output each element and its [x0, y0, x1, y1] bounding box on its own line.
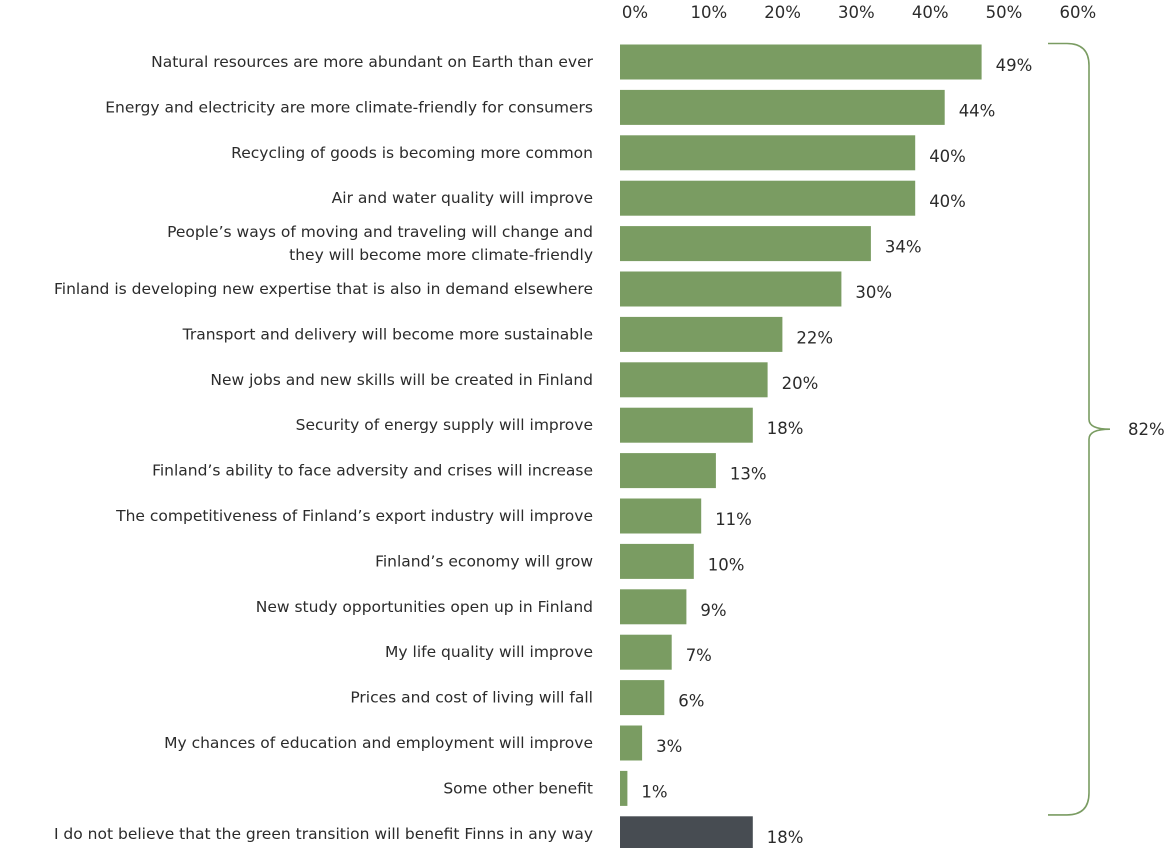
x-axis-ticks: 0% 10% 20% 30% 40% 50% 60% — [622, 3, 1096, 22]
bar — [620, 135, 916, 171]
bar — [620, 543, 694, 579]
x-tick-label: 20% — [764, 3, 801, 22]
bar — [620, 634, 672, 670]
value-labels: 49% 44% 40% 40% 34% 30% 22% 20% 18% 13% 11% 10% 9% 7%… — [641, 56, 1032, 847]
value-label: 18% — [767, 828, 804, 847]
value-label: 7% — [686, 646, 712, 665]
value-label: 6% — [678, 692, 704, 711]
category-label: Finland is developing new expertise that… — [54, 280, 593, 298]
category-label: Finland’s ability to face adversity and … — [152, 462, 593, 480]
category-label: The competitiveness of Finland’s export … — [115, 507, 593, 525]
bracket-line — [1048, 42, 1111, 816]
value-label: 40% — [929, 192, 966, 211]
bar — [620, 725, 643, 761]
category-label: People’s ways of moving and traveling wi… — [167, 223, 593, 241]
value-label: 34% — [885, 238, 922, 257]
x-tick-label: 60% — [1059, 3, 1096, 22]
x-tick-label: 30% — [838, 3, 875, 22]
value-label: 49% — [996, 56, 1033, 75]
bar — [620, 89, 945, 125]
value-label: 44% — [959, 101, 996, 120]
total-bracket: 82% — [1048, 42, 1165, 816]
bar — [620, 226, 871, 262]
value-label: 18% — [767, 419, 804, 438]
category-label: Natural resources are more abundant on E… — [151, 53, 593, 71]
bar — [620, 180, 916, 216]
bar — [620, 44, 982, 80]
value-label: 9% — [700, 601, 726, 620]
bar — [620, 816, 753, 848]
x-tick-label: 50% — [986, 3, 1023, 22]
category-label: Finland’s economy will grow — [375, 552, 593, 570]
bar — [620, 680, 665, 716]
category-label: Energy and electricity are more climate-… — [105, 98, 593, 116]
bracket-total-label: 82% — [1128, 420, 1165, 439]
bar — [620, 316, 783, 352]
value-label: 40% — [929, 147, 966, 166]
bar — [620, 271, 842, 307]
value-label: 3% — [656, 737, 682, 756]
x-tick-label: 0% — [622, 3, 648, 22]
category-label: New jobs and new skills will be created … — [210, 371, 593, 389]
x-tick-label: 40% — [912, 3, 949, 22]
value-label: 30% — [855, 283, 892, 302]
bars-group — [620, 44, 982, 848]
value-label: 11% — [715, 510, 752, 529]
value-label: 13% — [730, 465, 767, 484]
bar — [620, 453, 716, 489]
category-label: Transport and delivery will become more … — [182, 325, 593, 343]
bar — [620, 407, 753, 443]
category-label: I do not believe that the green transiti… — [54, 825, 593, 843]
value-label: 10% — [708, 555, 745, 574]
value-label: 1% — [641, 782, 667, 801]
value-label: 20% — [782, 374, 819, 393]
category-label: Security of energy supply will improve — [296, 416, 593, 434]
category-label: Prices and cost of living will fall — [350, 689, 593, 707]
bar — [620, 362, 768, 398]
bar — [620, 589, 687, 625]
bar — [620, 770, 628, 806]
x-tick-label: 10% — [690, 3, 727, 22]
category-label: My chances of education and employment w… — [164, 734, 593, 752]
category-label: they will become more climate-friendly — [289, 246, 593, 264]
category-label: New study opportunities open up in Finla… — [256, 598, 593, 616]
category-label: Air and water quality will improve — [332, 189, 593, 207]
category-label: My life quality will improve — [385, 643, 593, 661]
value-label: 22% — [796, 328, 833, 347]
category-label: Some other benefit — [443, 779, 593, 797]
bar — [620, 498, 702, 534]
category-label: Recycling of goods is becoming more comm… — [231, 144, 593, 162]
category-labels: Natural resources are more abundant on E… — [54, 53, 594, 843]
